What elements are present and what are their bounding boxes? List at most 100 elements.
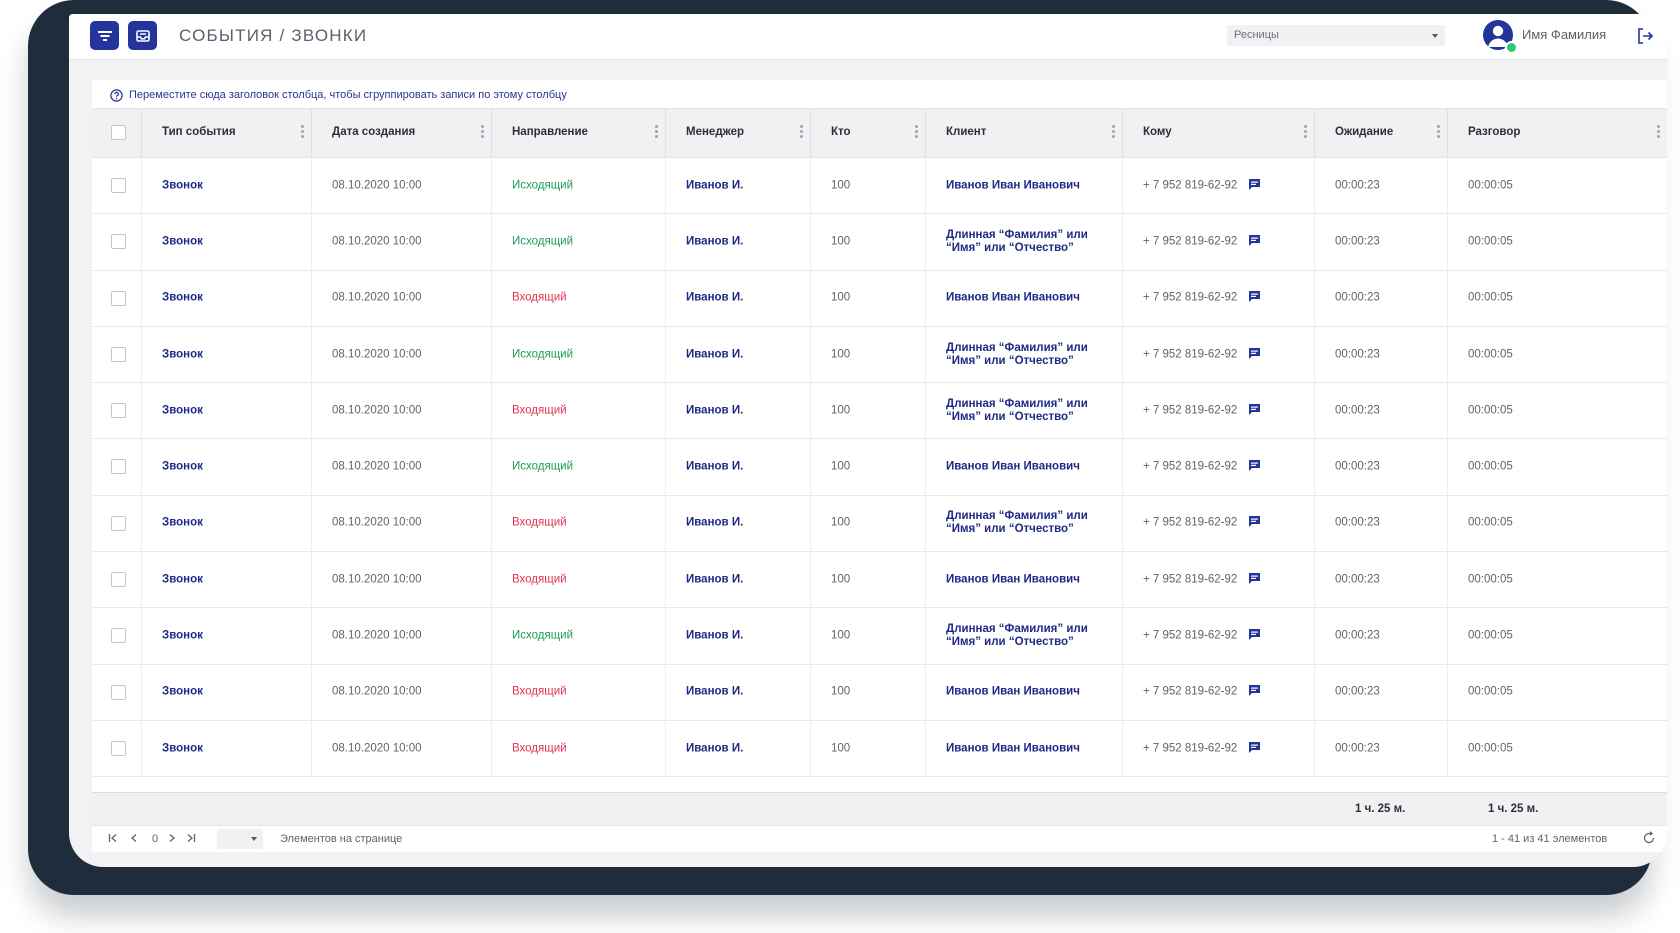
direction-value: Исходящий bbox=[512, 179, 574, 192]
chat-icon[interactable] bbox=[1248, 628, 1261, 644]
col-header-who[interactable]: Кто bbox=[811, 109, 926, 157]
row-checkbox[interactable] bbox=[111, 572, 126, 588]
cell-type[interactable]: Звонок bbox=[142, 158, 312, 214]
cell-manager[interactable]: Иванов И. bbox=[666, 720, 811, 777]
user-name[interactable]: Имя Фамилия bbox=[1522, 27, 1607, 42]
cell-type[interactable]: Звонок bbox=[142, 608, 312, 664]
column-menu-icon[interactable] bbox=[481, 125, 484, 140]
chat-icon[interactable] bbox=[1248, 403, 1261, 419]
table-row[interactable]: Звонок 08.10.2020 10:00 Исходящий Иванов И.… bbox=[92, 439, 1667, 496]
row-checkbox[interactable] bbox=[111, 234, 126, 250]
table-row[interactable]: Звонок 08.10.2020 10:00 Входящий Иванов И. 1… bbox=[92, 495, 1667, 553]
cell-manager[interactable]: Иванов И. bbox=[666, 552, 811, 608]
row-checkbox[interactable] bbox=[111, 684, 126, 700]
chat-icon[interactable] bbox=[1248, 515, 1261, 531]
table-row[interactable]: Звонок 08.10.2020 10:00 Входящий Иванов И. 1… bbox=[92, 720, 1667, 778]
cell-manager[interactable]: Иванов И. bbox=[666, 214, 811, 270]
cell-client[interactable]: Длинная “Фамилия” или “Имя” или “Отчеств… bbox=[926, 495, 1123, 552]
col-header-direction[interactable]: Направление bbox=[492, 109, 666, 157]
row-checkbox[interactable] bbox=[111, 515, 126, 531]
chat-icon[interactable] bbox=[1248, 572, 1261, 588]
cell-client[interactable]: Иванов Иван Иванович bbox=[926, 158, 1123, 214]
project-select[interactable]: Ресницы bbox=[1227, 25, 1445, 46]
column-menu-icon[interactable] bbox=[301, 125, 304, 140]
cell-manager[interactable]: Иванов И. bbox=[666, 495, 811, 552]
chat-icon[interactable] bbox=[1248, 347, 1261, 363]
chat-icon[interactable] bbox=[1248, 459, 1261, 475]
select-all-checkbox[interactable] bbox=[111, 125, 126, 140]
filter-button[interactable] bbox=[90, 21, 119, 50]
col-header-wait[interactable]: Ожидание bbox=[1315, 109, 1448, 157]
cell-manager[interactable]: Иванов И. bbox=[666, 439, 811, 495]
cell-client[interactable]: Иванов Иван Иванович bbox=[926, 270, 1123, 326]
cell-client[interactable]: Иванов Иван Иванович bbox=[926, 720, 1123, 777]
cell-client[interactable]: Иванов Иван Иванович bbox=[926, 664, 1123, 720]
cell-type[interactable]: Звонок bbox=[142, 664, 312, 720]
cell-manager[interactable]: Иванов И. bbox=[666, 270, 811, 326]
prev-page-button[interactable] bbox=[129, 833, 139, 846]
column-menu-icon[interactable] bbox=[1304, 125, 1307, 140]
table-row[interactable]: Звонок 08.10.2020 10:00 Исходящий Иванов И.… bbox=[92, 326, 1667, 384]
col-header-to[interactable]: Кому bbox=[1123, 109, 1315, 157]
row-checkbox[interactable] bbox=[111, 740, 126, 756]
logout-button[interactable] bbox=[1636, 27, 1654, 50]
cell-type[interactable]: Звонок bbox=[142, 214, 312, 270]
cell-manager[interactable]: Иванов И. bbox=[666, 326, 811, 383]
last-page-button[interactable] bbox=[186, 833, 196, 846]
cell-type[interactable]: Звонок bbox=[142, 720, 312, 777]
first-page-button[interactable] bbox=[108, 833, 118, 846]
table-row[interactable]: Звонок 08.10.2020 10:00 Входящий Иванов И. 1… bbox=[92, 552, 1667, 609]
col-header-type[interactable]: Тип события bbox=[142, 109, 312, 157]
table-row[interactable]: Звонок 08.10.2020 10:00 Входящий Иванов И. 1… bbox=[92, 383, 1667, 440]
chat-icon[interactable] bbox=[1248, 741, 1261, 757]
cell-type[interactable]: Звонок bbox=[142, 270, 312, 326]
chat-icon[interactable] bbox=[1248, 290, 1261, 306]
cell-type[interactable]: Звонок bbox=[142, 552, 312, 608]
cell-client[interactable]: Иванов Иван Иванович bbox=[926, 552, 1123, 608]
next-page-button[interactable] bbox=[167, 833, 177, 846]
cell-who: 100 bbox=[811, 608, 926, 664]
group-drop-zone[interactable]: Переместите сюда заголовок столбца, чтоб… bbox=[110, 85, 567, 105]
cell-type[interactable]: Звонок bbox=[142, 439, 312, 495]
column-menu-icon[interactable] bbox=[915, 125, 918, 140]
cell-manager[interactable]: Иванов И. bbox=[666, 383, 811, 439]
cell-client[interactable]: Иванов Иван Иванович bbox=[926, 439, 1123, 495]
row-checkbox[interactable] bbox=[111, 628, 126, 644]
cell-manager[interactable]: Иванов И. bbox=[666, 158, 811, 214]
cell-client[interactable]: Длинная “Фамилия” или “Имя” или “Отчеств… bbox=[926, 383, 1123, 439]
cell-manager[interactable]: Иванов И. bbox=[666, 664, 811, 720]
cell-type[interactable]: Звонок bbox=[142, 326, 312, 383]
col-header-created[interactable]: Дата создания bbox=[312, 109, 492, 157]
row-checkbox[interactable] bbox=[111, 346, 126, 362]
column-menu-icon[interactable] bbox=[1657, 125, 1660, 140]
inbox-button[interactable] bbox=[128, 21, 157, 50]
cell-client[interactable]: Длинная “Фамилия” или “Имя” или “Отчеств… bbox=[926, 326, 1123, 383]
cell-client[interactable]: Длинная “Фамилия” или “Имя” или “Отчеств… bbox=[926, 608, 1123, 664]
col-header-manager[interactable]: Менеджер bbox=[666, 109, 811, 157]
row-checkbox[interactable] bbox=[111, 459, 126, 475]
cell-type[interactable]: Звонок bbox=[142, 495, 312, 552]
chat-icon[interactable] bbox=[1248, 684, 1261, 700]
col-header-client[interactable]: Клиент bbox=[926, 109, 1123, 157]
row-checkbox[interactable] bbox=[111, 290, 126, 306]
refresh-button[interactable] bbox=[1642, 831, 1656, 848]
column-menu-icon[interactable] bbox=[1437, 125, 1440, 140]
table-row[interactable]: Звонок 08.10.2020 10:00 Исходящий Иванов И.… bbox=[92, 214, 1667, 271]
chat-icon[interactable] bbox=[1248, 178, 1261, 194]
table-row[interactable]: Звонок 08.10.2020 10:00 Входящий Иванов И. 1… bbox=[92, 664, 1667, 721]
table-row[interactable]: Звонок 08.10.2020 10:00 Исходящий Иванов И.… bbox=[92, 158, 1667, 215]
row-checkbox[interactable] bbox=[111, 403, 126, 419]
column-menu-icon[interactable] bbox=[1112, 125, 1115, 140]
page-size-select[interactable] bbox=[217, 829, 263, 849]
row-checkbox[interactable] bbox=[111, 178, 126, 193]
current-page[interactable]: 0 bbox=[152, 833, 159, 845]
table-row[interactable]: Звонок 08.10.2020 10:00 Исходящий Иванов И.… bbox=[92, 608, 1667, 665]
cell-manager[interactable]: Иванов И. bbox=[666, 608, 811, 664]
chat-icon[interactable] bbox=[1248, 234, 1261, 250]
table-row[interactable]: Звонок 08.10.2020 10:00 Входящий Иванов И. 1… bbox=[92, 270, 1667, 327]
col-header-talk[interactable]: Разговор bbox=[1448, 109, 1667, 157]
column-menu-icon[interactable] bbox=[800, 125, 803, 140]
column-menu-icon[interactable] bbox=[655, 125, 658, 140]
cell-client[interactable]: Длинная “Фамилия” или “Имя” или “Отчеств… bbox=[926, 214, 1123, 270]
cell-type[interactable]: Звонок bbox=[142, 383, 312, 439]
